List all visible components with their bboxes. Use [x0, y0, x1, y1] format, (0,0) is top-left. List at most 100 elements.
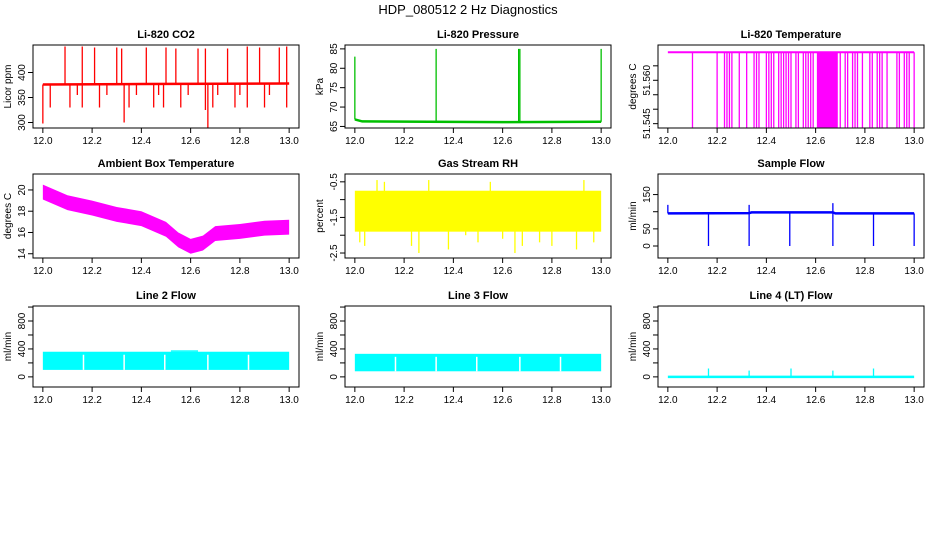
y-axis-label: ml/min: [628, 201, 639, 230]
panel-3: Li-820 Temperature 12.0 12.2 12.4 12.6 12.8 13…: [628, 29, 925, 147]
y-tick-label: 50: [642, 223, 653, 235]
x-tick-label: 12.0: [345, 395, 365, 406]
y-tick-label: 800: [17, 312, 28, 329]
plot-area: [354, 48, 602, 124]
x-tick-label: 12.8: [855, 136, 875, 147]
x-tick-label: 12.2: [707, 266, 727, 277]
x-tick-label: 12.0: [345, 136, 365, 147]
x-tick-label: 12.2: [394, 266, 414, 277]
panel-title: Gas Stream RH: [438, 158, 518, 170]
y-axis-label: ml/min: [3, 332, 14, 361]
plot-frame: [657, 173, 925, 259]
x-tick-label: 12.6: [493, 136, 513, 147]
x-tick-label: 13.0: [904, 136, 924, 147]
x-tick-label: 12.6: [181, 136, 201, 147]
series-band: [42, 351, 290, 370]
y-tick-label: 0: [329, 374, 340, 380]
y-axis-label: Licor ppm: [3, 65, 14, 109]
series-line: [667, 211, 915, 215]
y-axis-label: kPa: [315, 77, 326, 95]
y-axis-label: degrees C: [3, 193, 14, 239]
x-tick-label: 12.8: [542, 266, 562, 277]
x-tick-label: 12.0: [658, 266, 678, 277]
y-tick-label: -0.5: [329, 173, 340, 191]
x-tick-label: 12.8: [230, 266, 250, 277]
plot-frame: [344, 173, 612, 259]
x-tick-label: 13.0: [279, 395, 299, 406]
series-band: [42, 184, 290, 254]
y-tick-label: 0: [17, 374, 28, 380]
panel-title: Ambient Box Temperature: [98, 158, 235, 170]
x-tick-label: 12.4: [757, 136, 777, 147]
plot-area: [42, 46, 290, 128]
y-tick-label: 18: [17, 205, 28, 217]
plot-frame: [32, 305, 300, 388]
x-tick-label: 12.6: [806, 395, 826, 406]
plot-frame: [344, 44, 612, 129]
y-tick-label: 400: [17, 340, 28, 357]
plot-frame: [344, 305, 612, 388]
y-axis-label: ml/min: [628, 332, 639, 361]
plot-area: [354, 180, 602, 254]
y-tick-label: 20: [17, 184, 28, 196]
y-tick-label: 16: [17, 226, 28, 238]
x-tick-label: 12.2: [82, 136, 102, 147]
x-tick-label: 13.0: [904, 395, 924, 406]
plot-frame: [32, 44, 300, 129]
x-tick-label: 12.8: [230, 136, 250, 147]
y-tick-label: 350: [17, 89, 28, 106]
plot-frame: [657, 305, 925, 388]
y-tick-label: 0: [642, 243, 653, 249]
x-tick-label: 12.8: [855, 395, 875, 406]
plot-area: [42, 350, 290, 370]
y-tick-label: 400: [642, 340, 653, 357]
main-title: HDP_080512 2 Hz Diagnostics: [378, 2, 558, 17]
y-axis-label: degrees C: [628, 63, 639, 109]
plot-frame: [657, 44, 925, 129]
plot-area: [354, 353, 602, 372]
panel-4: Ambient Box Temperature 12.0 12.2 12.4 12.6 1…: [3, 158, 300, 277]
x-tick-label: 12.8: [855, 266, 875, 277]
x-tick-label: 12.2: [707, 136, 727, 147]
x-tick-label: 13.0: [591, 395, 611, 406]
plot-area: [667, 51, 915, 128]
plot-area: [42, 184, 290, 254]
y-tick-label: 70: [329, 101, 340, 113]
x-tick-label: 13.0: [279, 136, 299, 147]
panel-6: Sample Flow 12.0 12.2 12.4 12.6 12.8 13.0 0 50 15…: [628, 158, 925, 277]
panel-7: Line 2 Flow 12.0 12.2 12.4 12.6 12.8 13.0 0 400 8…: [3, 290, 300, 406]
panel-title: Li-820 Pressure: [437, 29, 519, 41]
x-tick-label: 13.0: [591, 266, 611, 277]
series-band: [354, 353, 602, 372]
x-tick-label: 12.0: [345, 266, 365, 277]
panel-8: Line 3 Flow 12.0 12.2 12.4 12.6 12.8 13.0 0 400 8…: [315, 290, 612, 406]
y-tick-label: 0: [642, 374, 653, 380]
y-tick-label: 65: [329, 120, 340, 132]
panel-title: Line 3 Flow: [448, 290, 508, 302]
y-tick-label: 400: [329, 340, 340, 357]
panel-title: Li-820 CO2: [137, 29, 194, 41]
dense-dropout-block: [816, 52, 838, 128]
x-tick-label: 12.6: [181, 266, 201, 277]
y-axis-label: ml/min: [315, 332, 326, 361]
x-tick-label: 12.8: [542, 136, 562, 147]
y-tick-label: 75: [329, 82, 340, 94]
panel-9: Line 4 (LT) Flow 12.0 12.2 12.4 12.6 12.8 13.0…: [628, 290, 925, 406]
y-tick-label: 80: [329, 62, 340, 74]
x-tick-label: 12.0: [658, 395, 678, 406]
y-tick-label: 14: [17, 248, 28, 260]
x-tick-label: 13.0: [904, 266, 924, 277]
panel-title: Line 4 (LT) Flow: [750, 290, 833, 302]
x-tick-label: 12.0: [33, 266, 53, 277]
panel-5: Gas Stream RH 12.0 12.2 12.4 12.6 12.8 13.0 -2.…: [315, 158, 612, 277]
x-tick-label: 12.2: [82, 395, 102, 406]
y-tick-label: 800: [642, 312, 653, 329]
y-tick-label: 300: [17, 114, 28, 131]
x-tick-label: 12.4: [444, 266, 464, 277]
x-tick-label: 12.6: [493, 266, 513, 277]
x-tick-label: 12.4: [444, 395, 464, 406]
x-tick-label: 12.4: [132, 136, 152, 147]
x-tick-label: 13.0: [591, 136, 611, 147]
y-tick-label: 400: [17, 64, 28, 81]
